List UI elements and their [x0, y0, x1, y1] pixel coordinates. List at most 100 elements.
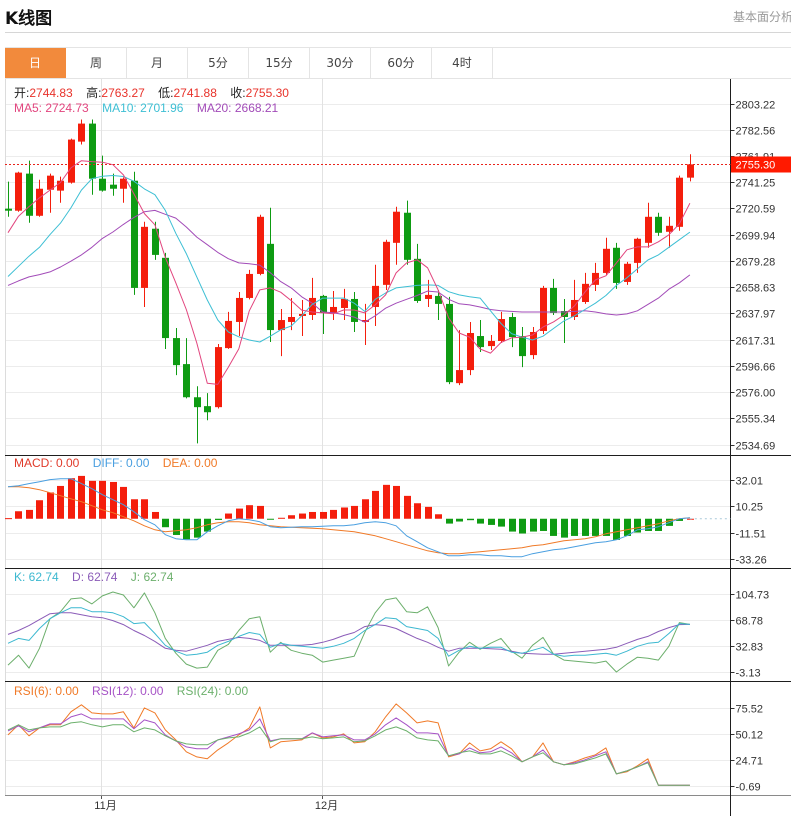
macd-bar-negative [571, 518, 578, 536]
macd-bar-negative [550, 518, 557, 536]
macd-label: MACD: [14, 456, 56, 470]
candle-up [456, 370, 463, 384]
dea-value: 0.00 [194, 456, 218, 470]
candle-down [613, 247, 620, 283]
rsi12-value: 0.00 [140, 684, 164, 698]
rsi-axis-label: 75.52 [736, 704, 764, 716]
k-label: K: [14, 570, 29, 584]
rsi6-legend-item: RSI(6): 0.00 [14, 684, 79, 698]
macd-bar-positive [393, 485, 400, 519]
macd-bar-positive [15, 511, 22, 519]
close-value: 2755.30 [245, 86, 289, 100]
macd-bar-positive [320, 511, 327, 519]
candle-down [162, 257, 169, 339]
main-axis-label: 2699.94 [736, 231, 776, 243]
macd-bar-negative [509, 518, 516, 532]
rsi6-value: 0.00 [55, 684, 79, 698]
macd-bar-negative [530, 518, 537, 532]
macd-bar-positive [141, 499, 148, 519]
tab-4hour[interactable]: 4时 [432, 48, 493, 78]
rsi24-value: 0.00 [224, 684, 249, 698]
candle-up [645, 216, 652, 243]
rsi24-line [7, 721, 690, 786]
candle-down [152, 228, 159, 255]
candle-up [498, 319, 505, 341]
candle-down [477, 336, 484, 348]
rsi24-label: RSI(24): [176, 684, 225, 698]
candle-up [330, 306, 337, 313]
candle-up [383, 241, 390, 285]
j-legend-item: J: 62.74 [131, 570, 174, 584]
candle-up [57, 180, 64, 191]
x-axis-label: 11月 [94, 800, 116, 812]
candle-up [362, 320, 369, 322]
tab-day[interactable]: 日 [5, 48, 66, 78]
tab-week[interactable]: 周 [66, 48, 127, 78]
rsi-axis-label: 24.71 [736, 756, 764, 768]
candle-up [582, 283, 589, 303]
fundamental-analysis-link[interactable]: 基本面分析> [733, 10, 791, 24]
candle-up [467, 332, 474, 371]
rsi-axis-label: -0.69 [736, 782, 761, 794]
macd-bar-negative [194, 518, 201, 538]
candle-up [215, 347, 222, 408]
candle-down [26, 173, 33, 216]
tab-month[interactable]: 月 [127, 48, 188, 78]
ma20-line [7, 209, 691, 323]
candle-up [624, 263, 631, 282]
macd-bar-positive [152, 511, 159, 519]
low-label: 低: [158, 86, 174, 100]
j-line [7, 591, 690, 673]
candle-up [278, 320, 285, 331]
candle-down [509, 316, 516, 338]
candle-up [571, 299, 578, 317]
macd-bar-negative [456, 518, 463, 522]
ma10-legend: MA10: 2701.96 [102, 101, 183, 115]
ma5-legend: MA5: 2724.73 [14, 101, 89, 115]
macd-bar-positive [414, 503, 421, 519]
main-axis-label: 2555.34 [736, 414, 776, 426]
rsi12-legend-item: RSI(12): 0.00 [92, 684, 163, 698]
dea-legend-item: DEA: 0.00 [163, 456, 218, 470]
d-legend-item: D: 62.74 [72, 570, 117, 584]
period-tabs: 日 周 月 5分 15分 30分 60分 4时 [5, 47, 791, 79]
macd-bar-negative [634, 518, 641, 533]
macd-bar-positive [99, 480, 106, 519]
dea-line [8, 486, 690, 555]
macd-bar-negative [477, 518, 484, 524]
d-label: D: [72, 570, 88, 584]
candle-up [141, 226, 148, 288]
tab-5min[interactable]: 5分 [188, 48, 249, 78]
macd-legend-item: MACD: 0.00 [14, 456, 79, 470]
candle-down [183, 364, 190, 398]
candle-down [110, 184, 117, 189]
candle-up [257, 216, 264, 274]
diff-value: 0.00 [126, 456, 150, 470]
ma20-label: MA20: [196, 101, 235, 115]
macd-bar-negative [162, 518, 169, 528]
tab-30min[interactable]: 30分 [310, 48, 371, 78]
tab-15min[interactable]: 15分 [249, 48, 310, 78]
candle-down [519, 336, 526, 357]
macd-bar-positive [341, 507, 348, 519]
candle-down [320, 295, 327, 313]
rsi6-label: RSI(6): [14, 684, 56, 698]
candle-up [78, 123, 85, 142]
kdj-legend: K: 62.74 D: 62.74 J: 62.74 [14, 570, 183, 585]
candle-down [435, 295, 442, 304]
main-axis-label: 2596.66 [736, 362, 776, 374]
ma5-line [7, 160, 691, 385]
candle-up [246, 273, 253, 298]
main-axis-label: 2617.31 [736, 336, 776, 348]
macd-bar-positive [288, 515, 295, 519]
macd-bar-negative [173, 518, 180, 535]
candle-up [372, 285, 379, 307]
macd-bar-negative [446, 518, 453, 524]
k-line [7, 607, 690, 657]
candle-down [89, 123, 96, 179]
candle-up [687, 164, 694, 178]
tab-60min[interactable]: 60分 [371, 48, 432, 78]
macd-bar-positive [278, 517, 285, 519]
